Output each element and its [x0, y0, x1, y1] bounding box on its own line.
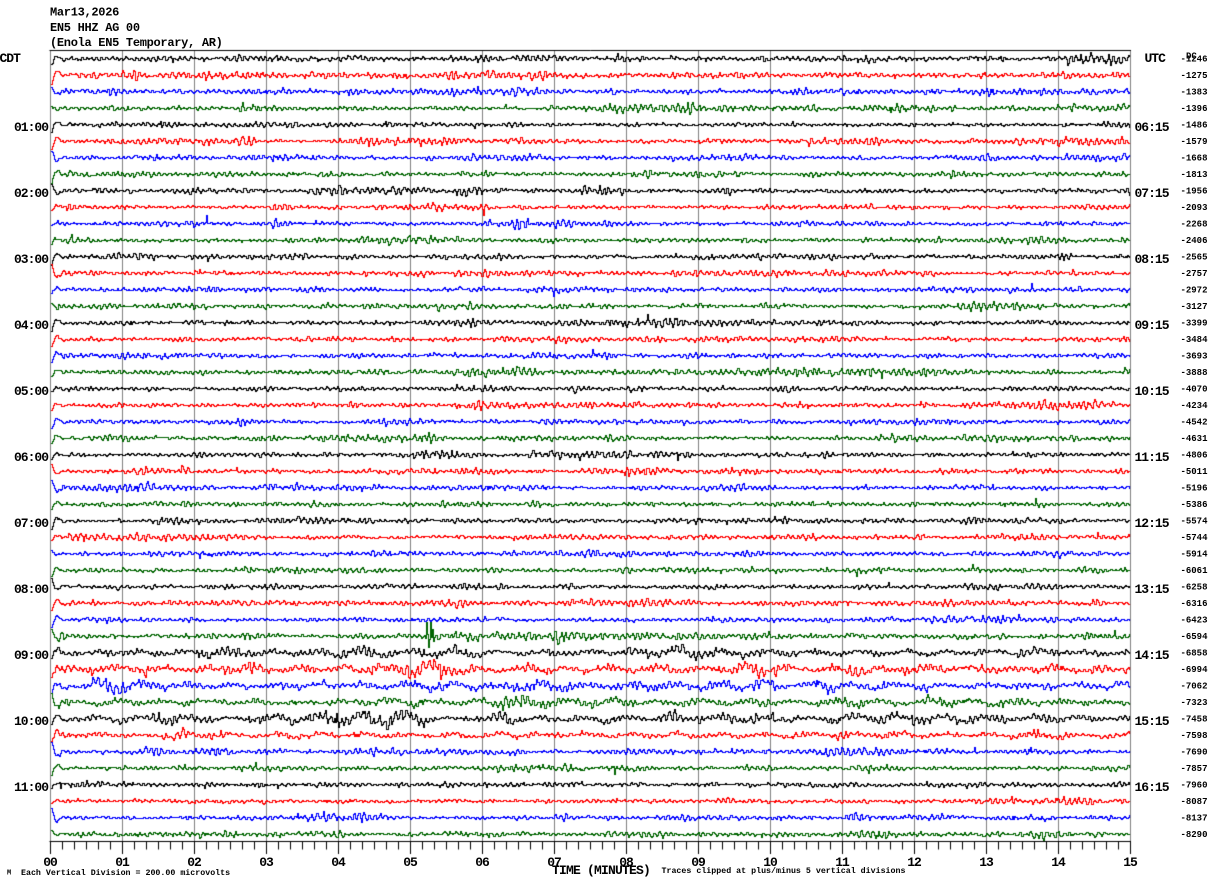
svg-text:07: 07: [547, 855, 561, 870]
svg-text:11:15: 11:15: [1135, 450, 1170, 465]
svg-text:-6994: -6994: [1180, 665, 1208, 675]
svg-text:07:00: 07:00: [14, 516, 49, 531]
svg-text:-4631: -4631: [1180, 434, 1208, 444]
svg-text:06:15: 06:15: [1135, 120, 1170, 135]
svg-text:TIME (MINUTES): TIME (MINUTES): [552, 863, 650, 878]
svg-text:-4542: -4542: [1180, 418, 1207, 428]
svg-text:03: 03: [259, 855, 274, 870]
svg-text:02:00: 02:00: [14, 186, 49, 201]
svg-text:-3399: -3399: [1180, 319, 1207, 329]
svg-text:07:15: 07:15: [1135, 186, 1170, 201]
svg-text:11: 11: [835, 855, 850, 870]
svg-text:01: 01: [115, 855, 130, 870]
svg-text:11:00: 11:00: [14, 780, 49, 795]
svg-text:-3693: -3693: [1180, 352, 1207, 362]
svg-text:-7857: -7857: [1180, 764, 1207, 774]
svg-text:09:15: 09:15: [1135, 318, 1170, 333]
svg-text:09:00: 09:00: [14, 648, 49, 663]
svg-text:-8137: -8137: [1180, 814, 1207, 824]
svg-text:-7062: -7062: [1180, 682, 1207, 692]
svg-text:-2972: -2972: [1180, 286, 1207, 296]
svg-text:06:00: 06:00: [14, 450, 49, 465]
svg-text:-6316: -6316: [1180, 599, 1207, 609]
svg-text:-6858: -6858: [1180, 649, 1207, 659]
svg-text:DC: DC: [1186, 51, 1197, 61]
svg-text:-1246: -1246: [1180, 55, 1207, 65]
svg-text:-1275: -1275: [1180, 71, 1207, 81]
svg-text:08:15: 08:15: [1135, 252, 1170, 267]
svg-text:-4806: -4806: [1180, 451, 1207, 461]
svg-text:Each Vertical Division = 200.: Each Vertical Division = 200.00 microvol…: [21, 868, 230, 878]
svg-text:09: 09: [691, 855, 706, 870]
svg-text:-5914: -5914: [1180, 550, 1208, 560]
svg-text:-1813: -1813: [1180, 170, 1207, 180]
svg-text:-5011: -5011: [1180, 467, 1208, 477]
svg-text:13: 13: [979, 855, 994, 870]
svg-text:14: 14: [1051, 855, 1066, 870]
svg-text:-2565: -2565: [1180, 253, 1207, 263]
svg-text:-3127: -3127: [1180, 302, 1207, 312]
svg-text:M: M: [7, 870, 11, 878]
svg-text:-1396: -1396: [1180, 104, 1207, 114]
svg-text:15: 15: [1123, 855, 1138, 870]
svg-text:-3888: -3888: [1180, 368, 1207, 378]
svg-text:-7960: -7960: [1180, 781, 1207, 791]
svg-text:04:00: 04:00: [14, 318, 49, 333]
svg-text:10:00: 10:00: [14, 714, 49, 729]
svg-text:05:00: 05:00: [14, 384, 49, 399]
svg-text:12:15: 12:15: [1135, 516, 1170, 531]
svg-text:-1579: -1579: [1180, 137, 1207, 147]
svg-text:-5574: -5574: [1180, 517, 1208, 527]
svg-text:04: 04: [331, 855, 346, 870]
svg-text:14:15: 14:15: [1135, 648, 1170, 663]
svg-text:EN5 HHZ AG 00: EN5 HHZ AG 00: [50, 21, 140, 35]
svg-text:-1668: -1668: [1180, 154, 1207, 164]
svg-text:(Enola EN5 Temporary, AR): (Enola EN5 Temporary, AR): [50, 36, 223, 50]
svg-text:-2268: -2268: [1180, 220, 1207, 230]
svg-text:-6594: -6594: [1180, 632, 1208, 642]
svg-text:-2406: -2406: [1180, 236, 1207, 246]
svg-text:-8290: -8290: [1180, 830, 1207, 840]
svg-text:-5196: -5196: [1180, 484, 1207, 494]
svg-text:08: 08: [619, 855, 634, 870]
svg-text:-7598: -7598: [1180, 731, 1207, 741]
svg-text:-5744: -5744: [1180, 533, 1208, 543]
svg-text:15:15: 15:15: [1135, 714, 1170, 729]
svg-text:Traces clipped at plus/minus 5: Traces clipped at plus/minus 5 vertical …: [662, 866, 906, 876]
svg-text:-1383: -1383: [1180, 88, 1207, 98]
svg-text:-5386: -5386: [1180, 500, 1207, 510]
svg-text:-4234: -4234: [1180, 401, 1208, 411]
svg-text:-6258: -6258: [1180, 583, 1207, 593]
svg-text:12: 12: [907, 855, 922, 870]
svg-text:-6423: -6423: [1180, 616, 1207, 626]
svg-text:CDT: CDT: [0, 51, 21, 66]
svg-text:-8087: -8087: [1180, 797, 1207, 807]
svg-text:16:15: 16:15: [1135, 780, 1170, 795]
svg-text:-6061: -6061: [1180, 566, 1208, 576]
svg-text:-4070: -4070: [1180, 385, 1207, 395]
svg-text:-3484: -3484: [1180, 335, 1208, 345]
svg-text:-7690: -7690: [1180, 748, 1207, 758]
svg-text:UTC: UTC: [1145, 51, 1167, 66]
svg-text:Mar13,2026: Mar13,2026: [50, 6, 119, 20]
svg-text:-2757: -2757: [1180, 269, 1207, 279]
svg-text:00: 00: [43, 855, 58, 870]
svg-text:-7458: -7458: [1180, 715, 1207, 725]
svg-text:13:15: 13:15: [1135, 582, 1170, 597]
svg-text:02: 02: [187, 855, 202, 870]
svg-text:06: 06: [475, 855, 490, 870]
svg-text:05: 05: [403, 855, 418, 870]
svg-text:08:00: 08:00: [14, 582, 49, 597]
svg-text:-1486: -1486: [1180, 121, 1207, 131]
svg-text:10:15: 10:15: [1135, 384, 1170, 399]
svg-text:-7323: -7323: [1180, 698, 1207, 708]
svg-text:03:00: 03:00: [14, 252, 49, 267]
svg-text:-1956: -1956: [1180, 187, 1207, 197]
svg-text:10: 10: [763, 855, 778, 870]
svg-text:-2093: -2093: [1180, 203, 1207, 213]
svg-text:01:00: 01:00: [14, 120, 49, 135]
